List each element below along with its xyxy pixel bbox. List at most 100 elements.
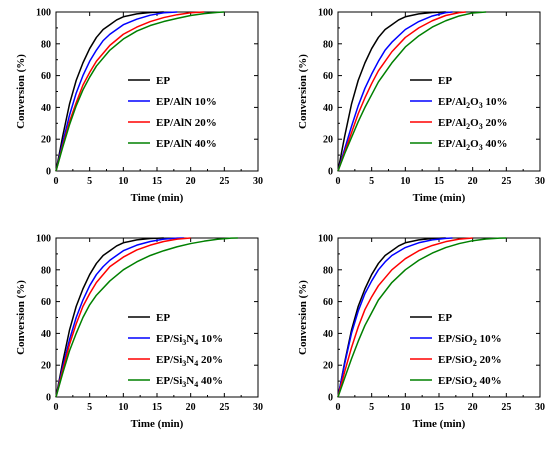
x-tick-label: 0 [336, 176, 341, 187]
legend-label: EP/Al2O3 10% [438, 96, 507, 110]
x-tick-label: 15 [152, 176, 162, 187]
legend-label: EP [156, 75, 170, 87]
y-tick-label: 0 [46, 393, 51, 404]
y-tick-label: 40 [41, 103, 51, 114]
series-line-1 [55, 237, 164, 398]
y-axis-title: Conversion (%) [297, 54, 309, 129]
y-tick-label: 60 [323, 297, 333, 308]
series-line-2 [337, 237, 453, 398]
y-tick-label: 20 [41, 135, 51, 146]
y-tick-label: 80 [323, 39, 333, 50]
y-axis-title: Conversion (%) [15, 54, 27, 129]
chart-panel-3: 0 5 10 15 20 25 30 0 20 40 60 80 100 Time (min) Conver… [15, 234, 263, 431]
y-tick-label: 100 [318, 234, 333, 245]
series-line-3 [55, 237, 191, 398]
x-tick-label: 0 [54, 176, 59, 187]
x-tick-label: 5 [369, 176, 374, 187]
x-tick-label: 5 [87, 176, 92, 187]
x-tick-label: 10 [400, 176, 410, 187]
series-line-4 [337, 11, 487, 172]
y-tick-label: 80 [41, 265, 51, 276]
x-tick-label: 15 [434, 402, 444, 413]
y-tick-label: 40 [323, 103, 333, 114]
chart-panel-4: 0 5 10 15 20 25 30 0 20 40 60 80 100 Time (min) Conver… [297, 234, 545, 431]
legend-label: EP/Al2O3 40% [438, 138, 507, 152]
y-tick-label: 100 [318, 8, 333, 19]
x-tick-label: 30 [253, 176, 263, 187]
x-axis-title: Time (min) [413, 418, 466, 430]
y-axis-title: Conversion (%) [297, 280, 309, 355]
x-tick-label: 10 [118, 176, 128, 187]
legend-label: EP/Si3N4 10% [156, 333, 223, 347]
legend: EP EP/AlN 10% EP/AlN 20% EP/AlN 40% [128, 75, 217, 150]
y-tick-label: 20 [323, 135, 333, 146]
y-tick-label: 40 [323, 329, 333, 340]
x-tick-label: 25 [219, 176, 229, 187]
legend-label: EP/SiO2 20% [438, 354, 502, 368]
series-line-4 [55, 237, 238, 398]
y-tick-label: 80 [41, 39, 51, 50]
legend: EP EP/Si3N4 10% EP/Si3N4 20% EP/Si3N4 40% [128, 312, 223, 389]
y-tick-label: 60 [41, 297, 51, 308]
y-tick-label: 0 [328, 393, 333, 404]
x-tick-label: 20 [186, 176, 196, 187]
x-tick-label: 25 [219, 402, 229, 413]
x-tick-label: 20 [468, 176, 478, 187]
x-tick-label: 0 [336, 402, 341, 413]
chart-panel-1: 0 5 10 15 20 25 30 0 20 40 60 80 100 Time (min) Conver… [15, 8, 263, 205]
y-tick-label: 20 [323, 361, 333, 372]
x-tick-label: 20 [468, 402, 478, 413]
x-tick-label: 25 [501, 176, 511, 187]
x-tick-label: 15 [434, 176, 444, 187]
y-axis-title: Conversion (%) [15, 280, 27, 355]
legend-label: EP/AlN 10% [156, 96, 217, 108]
y-tick-label: 20 [41, 361, 51, 372]
legend-label: EP/AlN 20% [156, 117, 217, 129]
y-tick-label: 60 [41, 71, 51, 82]
legend: EP EP/SiO2 10% EP/SiO2 20% EP/SiO2 40% [410, 312, 502, 389]
x-axis-title: Time (min) [413, 192, 466, 204]
legend-label: EP [438, 75, 452, 87]
x-tick-label: 15 [152, 402, 162, 413]
series-line-4 [337, 237, 507, 398]
y-tick-label: 0 [328, 167, 333, 178]
x-tick-label: 30 [253, 402, 263, 413]
y-tick-label: 0 [46, 167, 51, 178]
legend-label: EP [438, 312, 452, 324]
x-tick-label: 0 [54, 402, 59, 413]
series-line-1 [337, 11, 446, 172]
chart-panel-2: 0 5 10 15 20 25 30 0 20 40 60 80 100 Time (min) Conver… [297, 8, 545, 205]
series-line-1 [55, 11, 164, 172]
x-tick-label: 20 [186, 402, 196, 413]
legend-label: EP/SiO2 40% [438, 375, 502, 389]
x-tick-label: 25 [501, 402, 511, 413]
x-tick-label: 10 [118, 402, 128, 413]
series-line-4 [55, 11, 225, 172]
series-line-1 [337, 237, 446, 398]
y-tick-label: 100 [36, 8, 51, 19]
legend-label: EP [156, 312, 170, 324]
x-tick-label: 30 [535, 402, 545, 413]
series-line-3 [337, 237, 473, 398]
x-tick-label: 5 [87, 402, 92, 413]
legend-label: EP/AlN 40% [156, 138, 217, 150]
legend-label: EP/Si3N4 40% [156, 375, 223, 389]
series-line-2 [55, 237, 184, 398]
y-tick-label: 60 [323, 71, 333, 82]
series-line-2 [337, 11, 453, 172]
legend-label: EP/Al2O3 20% [438, 117, 507, 131]
series-line-3 [55, 11, 205, 172]
y-tick-label: 100 [36, 234, 51, 245]
x-axis-title: Time (min) [131, 418, 184, 430]
series-line-2 [55, 11, 178, 172]
legend-label: EP/Si3N4 20% [156, 354, 223, 368]
y-tick-label: 40 [41, 329, 51, 340]
legend-label: EP/SiO2 10% [438, 333, 502, 347]
x-tick-label: 5 [369, 402, 374, 413]
x-tick-label: 30 [535, 176, 545, 187]
legend: EP EP/Al2O3 10% EP/Al2O3 20% EP/Al2O3 40% [410, 75, 507, 152]
x-axis-title: Time (min) [131, 192, 184, 204]
series-line-3 [337, 11, 467, 172]
y-tick-label: 80 [323, 265, 333, 276]
